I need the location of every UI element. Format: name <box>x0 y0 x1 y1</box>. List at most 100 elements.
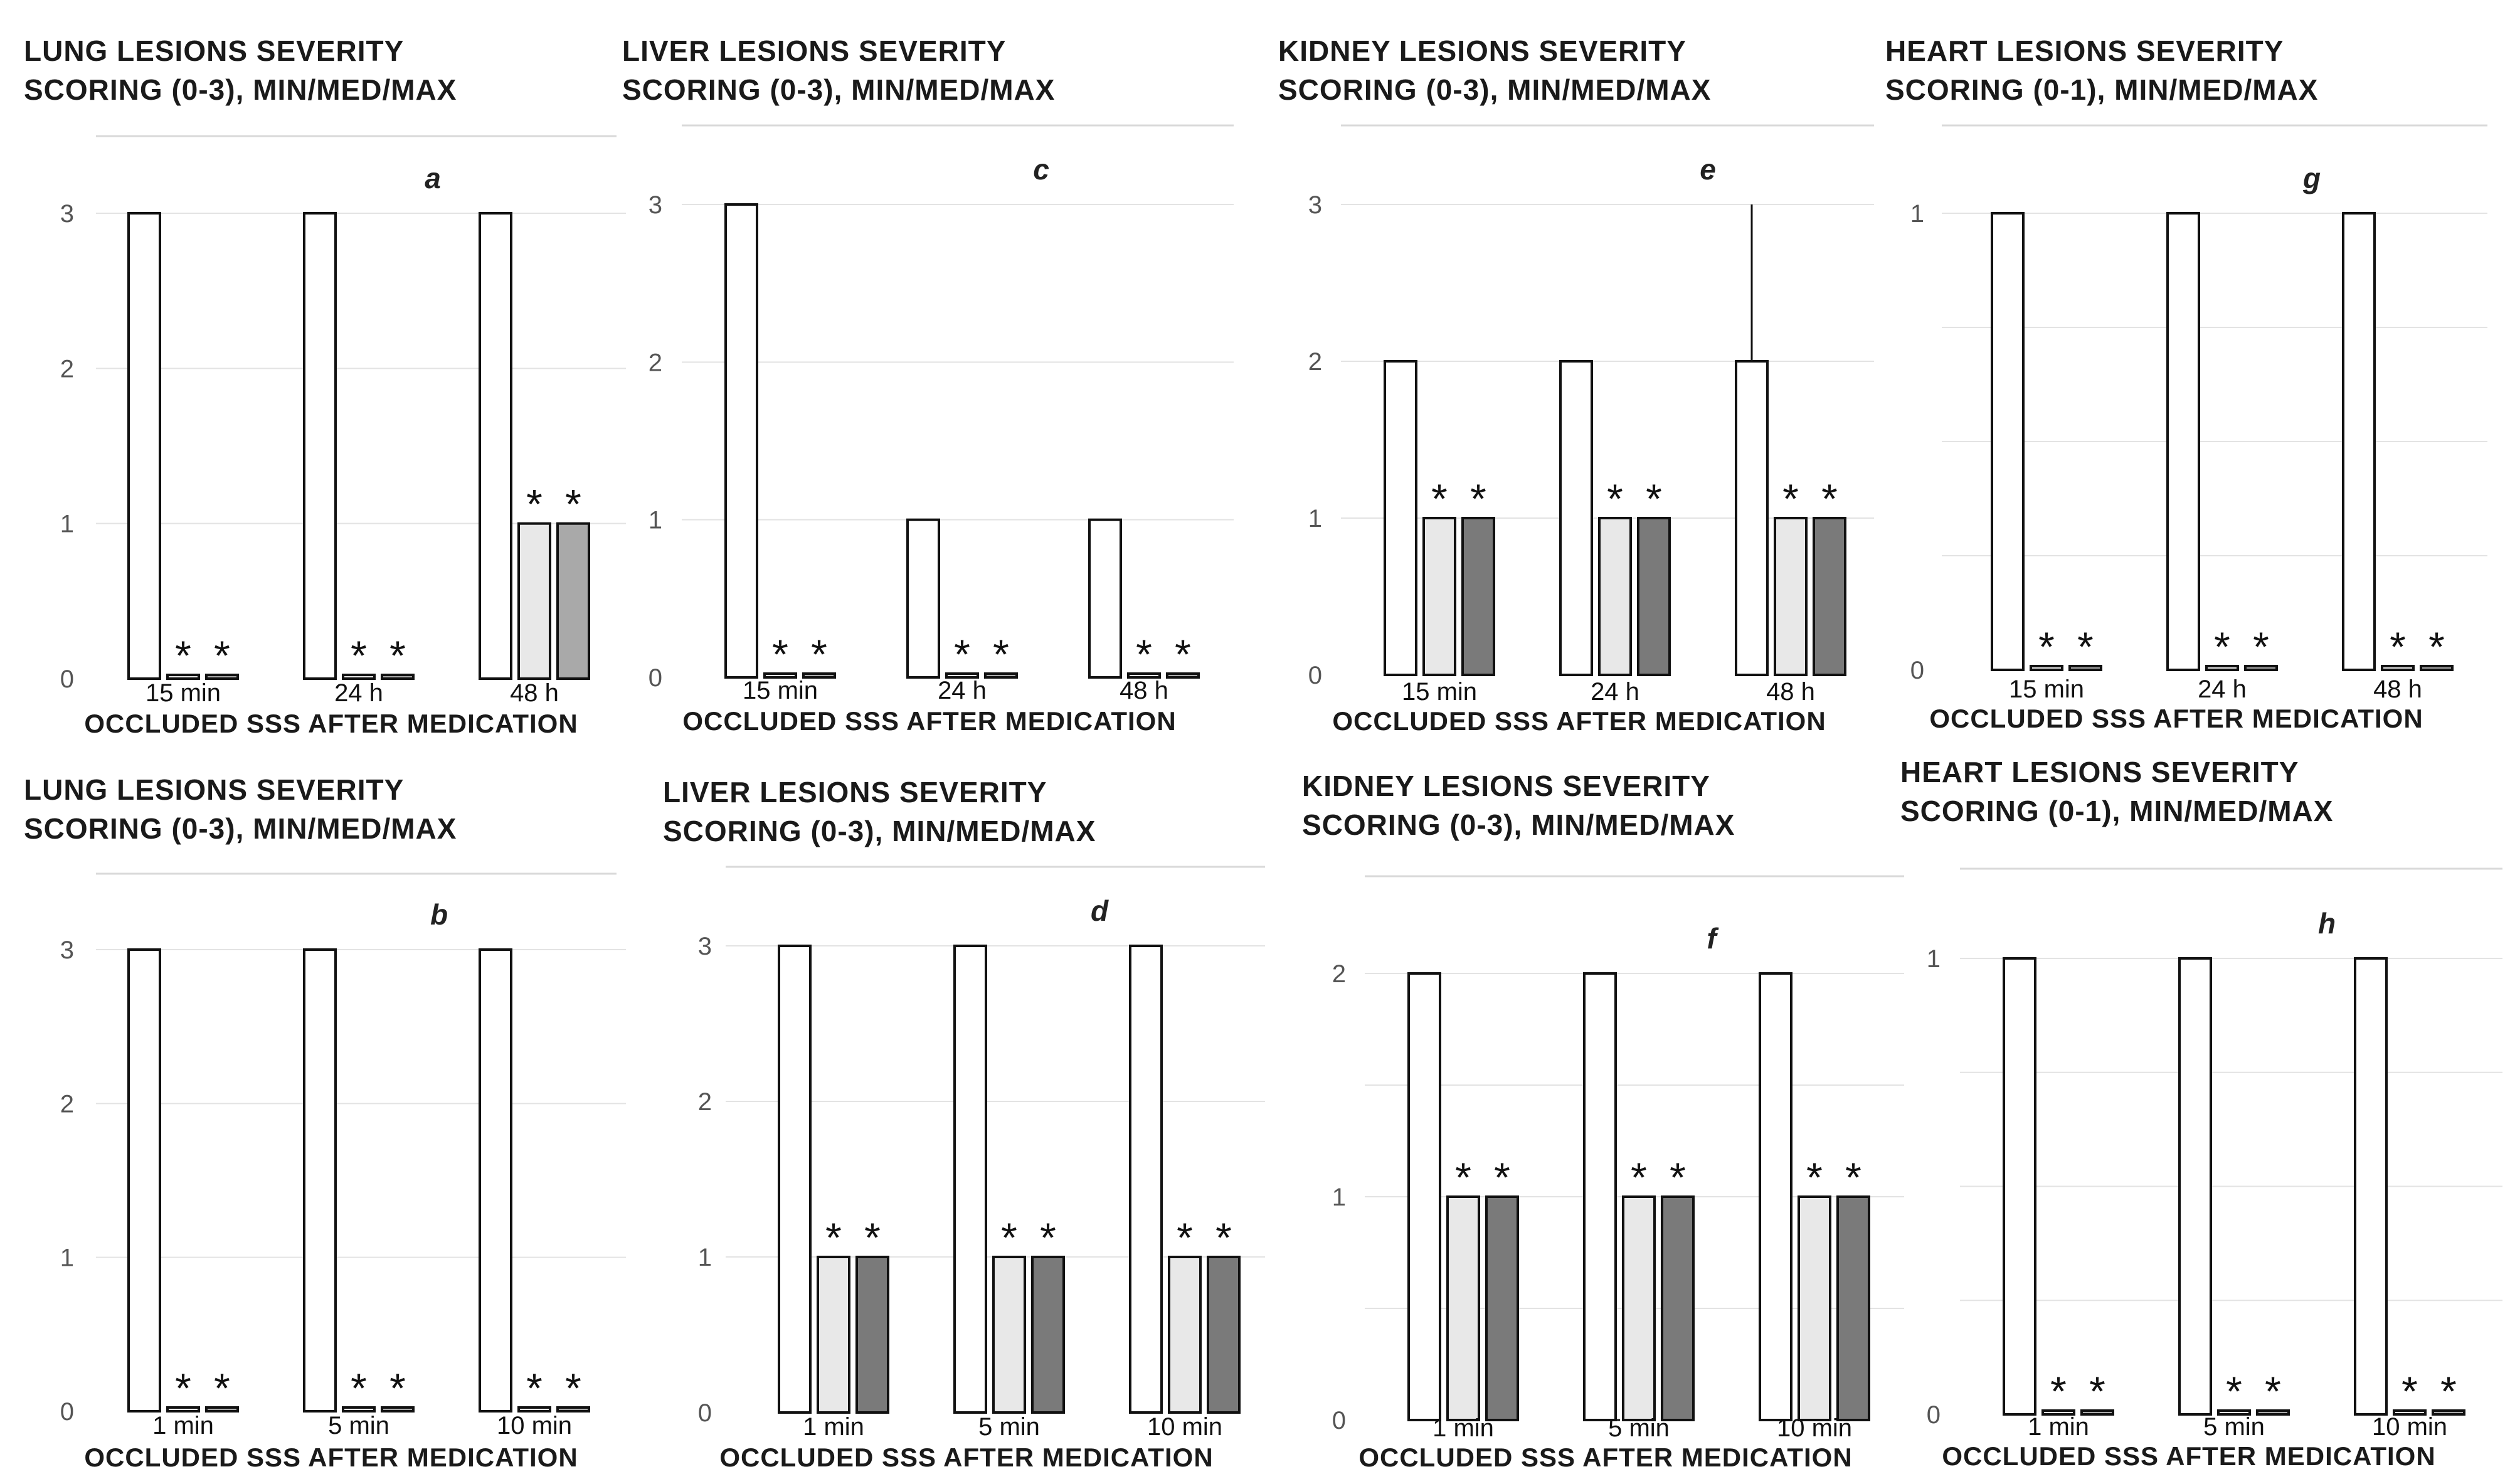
bars: * *15 min* *24 h* *48 h <box>127 212 590 707</box>
significance-star: * <box>1431 475 1448 522</box>
bar <box>166 1406 200 1412</box>
x-tick-label: 1 min <box>1432 1414 1494 1442</box>
x-tick-label: 15 min <box>146 679 221 707</box>
bar <box>2068 665 2102 671</box>
significance-star: * <box>351 1365 367 1411</box>
bar <box>205 674 239 680</box>
title-line-2: SCORING (0-3), MIN/MED/MAX <box>622 73 1056 106</box>
y-axis: 0 1 2 3 <box>60 936 74 1426</box>
bar <box>1759 972 1792 1421</box>
x-axis-label: OCCLUDED SSS AFTER MEDICATION <box>719 1443 1213 1472</box>
title-line-2: SCORING (0-3), MIN/MED/MAX <box>1278 73 1712 106</box>
panel-e: KIDNEY LESIONS SEVERITY SCORING (0-3), M… <box>1278 31 1893 753</box>
significance-star: * <box>1470 475 1486 522</box>
bar <box>1461 517 1495 676</box>
x-axis-label: OCCLUDED SSS AFTER MEDICATION <box>1929 704 2423 733</box>
panel-letter: d <box>1091 894 1109 927</box>
bar <box>2166 212 2200 671</box>
x-tick-label: 48 h <box>510 679 559 707</box>
bar <box>1798 1195 1831 1421</box>
significance-star: * <box>1494 1154 1510 1200</box>
y-axis: 0 1 2 3 <box>60 200 74 693</box>
significance-star: * <box>1215 1214 1232 1261</box>
bar <box>1637 517 1671 676</box>
x-tick-label: 48 h <box>1766 678 1815 706</box>
title-line-1: LIVER LESIONS SEVERITY <box>663 776 1047 808</box>
significance-star: * <box>1175 631 1191 677</box>
y-tick-label: 1 <box>1927 945 1941 973</box>
significance-star: * <box>2265 1368 2281 1414</box>
x-tick-label: 5 min <box>2203 1413 2265 1441</box>
bar <box>992 1256 1026 1414</box>
y-axis: 0 1 2 3 <box>649 191 662 692</box>
gridlines <box>1341 204 1874 519</box>
title-line-1: LUNG LESIONS SEVERITY <box>24 773 405 806</box>
title-line-2: SCORING (0-3), MIN/MED/MAX <box>1302 808 1735 841</box>
title-line-2: SCORING (0-3), MIN/MED/MAX <box>24 73 457 106</box>
gridlines <box>96 213 626 524</box>
x-tick-label: 5 min <box>328 1412 389 1439</box>
panel-h: HEART LESIONS SEVERITY SCORING (0-1), MI… <box>1900 753 2502 1484</box>
y-tick-label: 2 <box>60 355 74 383</box>
bar <box>953 945 987 1414</box>
significance-star: * <box>1631 1154 1647 1200</box>
title-line-1: LIVER LESIONS SEVERITY <box>622 34 1007 67</box>
bars: * *1 min* *5 min* *10 min <box>127 948 590 1439</box>
y-axis: 01 <box>1910 200 1924 684</box>
x-tick-label: 24 h <box>938 677 987 704</box>
y-tick-label: 1 <box>698 1244 712 1271</box>
panel-title: KIDNEY LESIONS SEVERITY SCORING (0-3), M… <box>1278 31 1843 109</box>
bar <box>2256 1409 2290 1416</box>
y-tick-label: 2 <box>1308 348 1322 376</box>
significance-star: * <box>565 1365 581 1411</box>
x-tick-label: 48 h <box>2373 676 2422 703</box>
bar <box>2420 665 2454 671</box>
x-tick-label: 24 h <box>2198 676 2247 703</box>
bar <box>1559 360 1593 676</box>
significance-star: * <box>2050 1368 2067 1414</box>
significance-star: * <box>1455 1154 1471 1200</box>
significance-star: * <box>2077 623 2094 670</box>
bar <box>303 212 337 680</box>
x-tick-label: 24 h <box>1591 678 1639 706</box>
y-tick-label: 0 <box>60 665 74 693</box>
bar <box>381 674 415 680</box>
panel-title: HEART LESIONS SEVERITY SCORING (0-1), MI… <box>1885 31 2450 109</box>
significance-star: * <box>1646 475 1662 522</box>
bar <box>2381 665 2415 671</box>
significance-star: * <box>389 632 406 679</box>
bar <box>1168 1256 1202 1414</box>
significance-star: * <box>565 481 581 527</box>
bar <box>342 1406 376 1412</box>
significance-star: * <box>2089 1368 2105 1414</box>
significance-star: * <box>811 631 827 677</box>
significance-star: * <box>2214 623 2230 670</box>
bar <box>945 672 979 679</box>
x-tick-label: 1 min <box>803 1413 864 1441</box>
y-tick-label: 0 <box>60 1398 74 1426</box>
y-tick-label: 3 <box>698 933 712 960</box>
bars: * *15 min* *24 h* *48 h <box>1991 212 2454 703</box>
y-tick-label: 3 <box>60 200 74 228</box>
x-axis-label: OCCLUDED SSS AFTER MEDICATION <box>1942 1441 2435 1471</box>
y-tick-label: 1 <box>1332 1184 1346 1211</box>
bar <box>1485 1195 1519 1421</box>
bar <box>166 674 200 680</box>
panel-title: LIVER LESIONS SEVERITY SCORING (0-3), MI… <box>663 773 1227 851</box>
x-tick-label: 15 min <box>1402 678 1477 706</box>
bar <box>127 948 161 1412</box>
title-line-1: HEART LESIONS SEVERITY <box>1900 756 2299 788</box>
y-tick-label: 3 <box>60 936 74 964</box>
significance-star: * <box>825 1214 842 1261</box>
bar <box>724 203 758 679</box>
panel-f: KIDNEY LESIONS SEVERITY SCORING (0-3), M… <box>1302 766 1917 1484</box>
title-line-2: SCORING (0-3), MIN/MED/MAX <box>24 812 457 845</box>
y-tick-label: 1 <box>649 507 662 534</box>
x-tick-label: 1 min <box>152 1412 214 1439</box>
bar <box>2393 1409 2427 1416</box>
bar <box>1813 517 1846 676</box>
